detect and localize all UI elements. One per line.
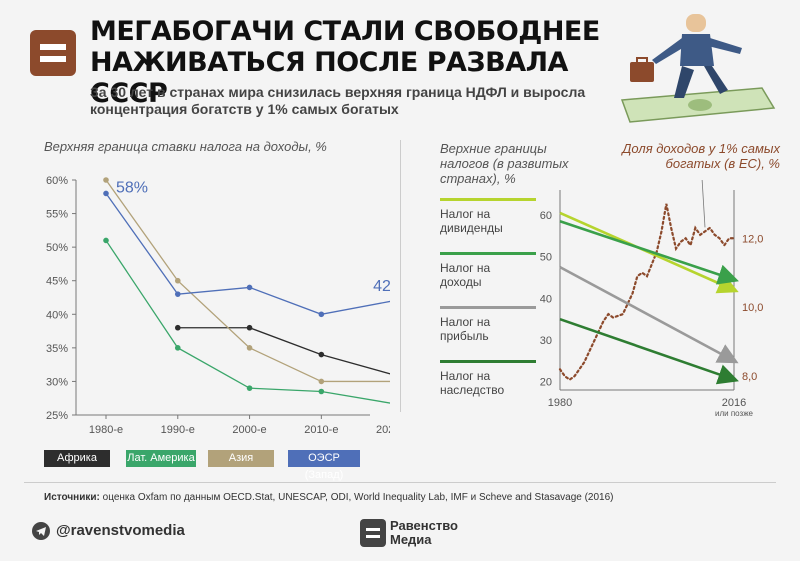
sources-note: Источники: оценка Oxfam по данным OECD.S… [44,492,614,503]
right-legend-label: Налог на доходы [440,261,491,289]
ravenstvo-media-logo-icon [360,519,386,547]
footer-divider [24,482,776,483]
equals-logo-icon [30,30,76,76]
data-point [174,324,181,331]
series-line [105,179,390,383]
y-tick-label: 55% [46,209,68,221]
data-point [103,177,109,183]
data-label: 58% [116,179,148,196]
left-tick-label: 40 [540,293,552,305]
annotation-leader-line [701,180,706,228]
right-legend-dividends: Налог на дивиденды [440,198,536,235]
left-tick-label: 50 [540,252,552,264]
telegram-icon [32,522,50,540]
left-tick-label: 30 [540,335,552,347]
dividends-swatch [440,198,536,201]
page-subtitle: За 30 лет в странах мира снизилась верхн… [90,84,586,117]
profit-swatch [440,306,536,309]
y-tick-label: 35% [46,343,68,355]
series-line [177,327,390,375]
x-tick-label: 2020-е [376,424,390,436]
legend-africa: Африка [44,450,110,467]
y-tick-label: 45% [46,276,68,288]
series-line [105,193,390,315]
y-tick-label: 60% [46,175,68,187]
right-legend-inheritance: Налог на наследство [440,360,536,397]
right-tick-label: 8,0 [742,371,757,383]
brand-line-1: Равенство [390,518,458,533]
legend-oecd: ОЭСР (Запад) [288,450,360,481]
sources-label: Источники: [44,492,100,503]
data-point [318,388,325,395]
tax-rates-chart-title: Верхние границы налогов (в развитых стра… [440,141,569,186]
tax-series-line [559,317,739,385]
page-title: МЕГАБОГАЧИ СТАЛИ СВОБОДНЕЕ НАЖИВАТЬСЯ ПО… [90,16,600,109]
left-tick-label: 20 [540,377,552,389]
data-point [318,378,325,385]
sources-text: оценка Oxfam по данным OECD.Stat, UNESCA… [102,492,614,503]
data-point [318,311,325,318]
x-axis-note: или позже [715,409,754,418]
y-tick-label: 40% [46,309,68,321]
tax-series-line [559,220,739,285]
data-point [174,277,181,284]
brand-line-2: Медиа [390,532,432,547]
x-tick-label: 1990-е [161,424,195,436]
chart-divider [400,140,401,412]
data-point [174,291,181,297]
right-legend-label: Налог на дивиденды [440,207,503,235]
series-line [105,240,390,404]
data-point [103,237,109,244]
data-point [174,345,181,351]
data-point [246,284,253,291]
legend-asia: Азия [208,450,274,467]
right-legend-label: Налог на прибыль [440,315,491,343]
right-tick-label: 12,0 [742,233,763,245]
data-point [246,324,253,331]
right-legend-label: Налог на наследство [440,369,505,397]
x-tick-label: 1980-е [89,424,123,436]
top-income-share-chart-title: Доля доходов у 1% самых богатых (в ЕС), … [622,141,780,171]
x-tick-label: 1980 [548,397,572,409]
businessman-surfing-banknote-illustration [620,14,776,123]
x-tick-label: 2000-е [232,424,266,436]
x-tick-label: 2016 [722,397,746,409]
data-point [318,351,325,358]
right-tick-label: 10,0 [742,302,763,314]
inheritance-swatch [440,360,536,363]
left-chart-title: Верхняя граница ставки налога на доходы,… [44,139,327,154]
legend-latin-america: Лат. Америка [126,450,196,467]
income-swatch [440,252,536,255]
data-point [246,345,253,351]
y-tick-label: 50% [46,242,68,254]
data-point [103,190,109,197]
y-tick-label: 30% [46,376,68,388]
top-income-tax-rate-chart: 25% 30% 35% 40% 45% 50% 55% 60% 1980-е 1990-е 2000… [46,175,390,436]
telegram-handle[interactable]: @ravenstvomedia [56,522,185,539]
right-legend-income: Налог на доходы [440,252,536,289]
left-tick-label: 60 [540,210,552,222]
y-tick-label: 25% [46,410,68,422]
data-label: 42% [373,278,390,295]
right-legend-profit: Налог на прибыль [440,306,536,343]
data-point [246,385,253,391]
x-tick-label: 2010-е [304,424,338,436]
tax-series-line [559,265,739,364]
brand-name: Равенство Медиа [390,519,458,547]
top1-share-line [558,203,736,382]
